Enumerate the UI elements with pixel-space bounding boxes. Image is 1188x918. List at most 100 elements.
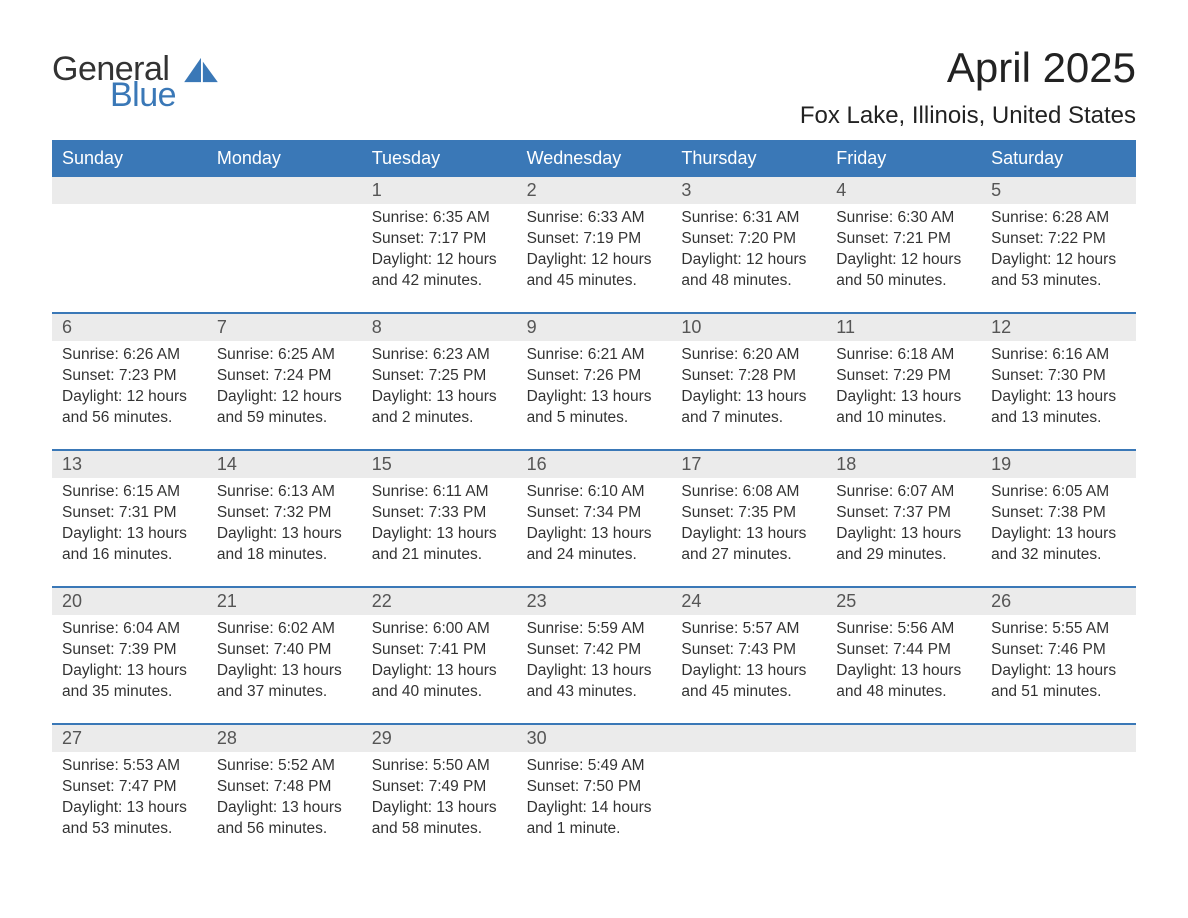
day-cell: Sunrise: 6:30 AMSunset: 7:21 PMDaylight:… bbox=[826, 204, 981, 312]
day-number-row: 13141516171819 bbox=[52, 451, 1136, 478]
day-cell: Sunrise: 6:05 AMSunset: 7:38 PMDaylight:… bbox=[981, 478, 1136, 586]
day-cell: Sunrise: 5:55 AMSunset: 7:46 PMDaylight:… bbox=[981, 615, 1136, 723]
day-cell: Sunrise: 5:50 AMSunset: 7:49 PMDaylight:… bbox=[362, 752, 517, 860]
day-sunset: Sunset: 7:34 PM bbox=[527, 503, 662, 524]
day-number: 13 bbox=[52, 451, 207, 478]
page-title: April 2025 bbox=[800, 44, 1136, 92]
day-d2: and 56 minutes. bbox=[217, 819, 352, 840]
day-sunset: Sunset: 7:49 PM bbox=[372, 777, 507, 798]
day-sunrise: Sunrise: 6:23 AM bbox=[372, 345, 507, 366]
day-sunset: Sunset: 7:22 PM bbox=[991, 229, 1126, 250]
day-cell: Sunrise: 5:57 AMSunset: 7:43 PMDaylight:… bbox=[671, 615, 826, 723]
day-d1: Daylight: 13 hours bbox=[372, 798, 507, 819]
day-d2: and 29 minutes. bbox=[836, 545, 971, 566]
day-sunset: Sunset: 7:33 PM bbox=[372, 503, 507, 524]
day-sunrise: Sunrise: 6:07 AM bbox=[836, 482, 971, 503]
day-number: 8 bbox=[362, 314, 517, 341]
day-cell: Sunrise: 5:56 AMSunset: 7:44 PMDaylight:… bbox=[826, 615, 981, 723]
day-d1: Daylight: 13 hours bbox=[372, 524, 507, 545]
day-sunset: Sunset: 7:43 PM bbox=[681, 640, 816, 661]
day-sunset: Sunset: 7:41 PM bbox=[372, 640, 507, 661]
day-cell: Sunrise: 6:25 AMSunset: 7:24 PMDaylight:… bbox=[207, 341, 362, 449]
page-header: General Blue April 2025 Fox Lake, Illino… bbox=[52, 44, 1136, 130]
day-cell: Sunrise: 6:10 AMSunset: 7:34 PMDaylight:… bbox=[517, 478, 672, 586]
logo-word-blue: Blue bbox=[110, 78, 176, 112]
day-sunset: Sunset: 7:23 PM bbox=[62, 366, 197, 387]
day-cell bbox=[826, 752, 981, 860]
day-content-row: Sunrise: 6:04 AMSunset: 7:39 PMDaylight:… bbox=[52, 615, 1136, 723]
day-d1: Daylight: 13 hours bbox=[217, 661, 352, 682]
day-d2: and 35 minutes. bbox=[62, 682, 197, 703]
day-content-row: Sunrise: 6:15 AMSunset: 7:31 PMDaylight:… bbox=[52, 478, 1136, 586]
day-cell: Sunrise: 6:33 AMSunset: 7:19 PMDaylight:… bbox=[517, 204, 672, 312]
weeks-container: 12345Sunrise: 6:35 AMSunset: 7:17 PMDayl… bbox=[52, 177, 1136, 860]
calendar-page: General Blue April 2025 Fox Lake, Illino… bbox=[0, 0, 1188, 904]
logo-text: General Blue bbox=[52, 52, 176, 112]
day-sunrise: Sunrise: 6:31 AM bbox=[681, 208, 816, 229]
day-d2: and 56 minutes. bbox=[62, 408, 197, 429]
day-number: 16 bbox=[517, 451, 672, 478]
day-number: 18 bbox=[826, 451, 981, 478]
day-sunset: Sunset: 7:46 PM bbox=[991, 640, 1126, 661]
day-number: 3 bbox=[671, 177, 826, 204]
day-sunset: Sunset: 7:26 PM bbox=[527, 366, 662, 387]
day-d1: Daylight: 13 hours bbox=[836, 661, 971, 682]
day-sunset: Sunset: 7:20 PM bbox=[681, 229, 816, 250]
day-number bbox=[207, 177, 362, 204]
day-number: 20 bbox=[52, 588, 207, 615]
day-number: 9 bbox=[517, 314, 672, 341]
day-sunset: Sunset: 7:24 PM bbox=[217, 366, 352, 387]
day-d1: Daylight: 13 hours bbox=[527, 387, 662, 408]
day-d2: and 48 minutes. bbox=[836, 682, 971, 703]
day-sunset: Sunset: 7:28 PM bbox=[681, 366, 816, 387]
day-cell: Sunrise: 6:08 AMSunset: 7:35 PMDaylight:… bbox=[671, 478, 826, 586]
day-number: 28 bbox=[207, 725, 362, 752]
day-d2: and 51 minutes. bbox=[991, 682, 1126, 703]
day-d1: Daylight: 13 hours bbox=[527, 524, 662, 545]
day-d2: and 16 minutes. bbox=[62, 545, 197, 566]
day-number: 10 bbox=[671, 314, 826, 341]
week: 6789101112Sunrise: 6:26 AMSunset: 7:23 P… bbox=[52, 312, 1136, 449]
day-d2: and 58 minutes. bbox=[372, 819, 507, 840]
day-sunset: Sunset: 7:21 PM bbox=[836, 229, 971, 250]
calendar-grid: SundayMondayTuesdayWednesdayThursdayFrid… bbox=[52, 140, 1136, 860]
day-sunrise: Sunrise: 5:57 AM bbox=[681, 619, 816, 640]
week: 20212223242526Sunrise: 6:04 AMSunset: 7:… bbox=[52, 586, 1136, 723]
day-sunrise: Sunrise: 6:18 AM bbox=[836, 345, 971, 366]
day-number: 27 bbox=[52, 725, 207, 752]
day-sunrise: Sunrise: 5:50 AM bbox=[372, 756, 507, 777]
day-sunset: Sunset: 7:25 PM bbox=[372, 366, 507, 387]
day-number: 29 bbox=[362, 725, 517, 752]
day-content-row: Sunrise: 6:26 AMSunset: 7:23 PMDaylight:… bbox=[52, 341, 1136, 449]
day-content-row: Sunrise: 5:53 AMSunset: 7:47 PMDaylight:… bbox=[52, 752, 1136, 860]
day-d1: Daylight: 12 hours bbox=[217, 387, 352, 408]
day-sunrise: Sunrise: 6:28 AM bbox=[991, 208, 1126, 229]
day-cell: Sunrise: 6:04 AMSunset: 7:39 PMDaylight:… bbox=[52, 615, 207, 723]
day-sunrise: Sunrise: 6:11 AM bbox=[372, 482, 507, 503]
day-d1: Daylight: 13 hours bbox=[836, 524, 971, 545]
day-d1: Daylight: 13 hours bbox=[991, 661, 1126, 682]
day-d1: Daylight: 13 hours bbox=[681, 524, 816, 545]
day-cell: Sunrise: 6:02 AMSunset: 7:40 PMDaylight:… bbox=[207, 615, 362, 723]
day-cell bbox=[207, 204, 362, 312]
day-sunrise: Sunrise: 6:00 AM bbox=[372, 619, 507, 640]
day-d2: and 21 minutes. bbox=[372, 545, 507, 566]
day-d1: Daylight: 13 hours bbox=[62, 524, 197, 545]
day-sunrise: Sunrise: 6:30 AM bbox=[836, 208, 971, 229]
day-cell: Sunrise: 6:00 AMSunset: 7:41 PMDaylight:… bbox=[362, 615, 517, 723]
day-sunset: Sunset: 7:30 PM bbox=[991, 366, 1126, 387]
day-d1: Daylight: 13 hours bbox=[217, 798, 352, 819]
day-number-row: 27282930 bbox=[52, 725, 1136, 752]
day-sunset: Sunset: 7:19 PM bbox=[527, 229, 662, 250]
location-label: Fox Lake, Illinois, United States bbox=[800, 102, 1136, 130]
day-sunset: Sunset: 7:37 PM bbox=[836, 503, 971, 524]
day-sunrise: Sunrise: 6:25 AM bbox=[217, 345, 352, 366]
day-of-week-label: Thursday bbox=[671, 140, 826, 177]
day-d2: and 37 minutes. bbox=[217, 682, 352, 703]
day-number: 24 bbox=[671, 588, 826, 615]
day-cell: Sunrise: 6:28 AMSunset: 7:22 PMDaylight:… bbox=[981, 204, 1136, 312]
day-d2: and 48 minutes. bbox=[681, 271, 816, 292]
sail-icon bbox=[182, 56, 220, 84]
day-d1: Daylight: 13 hours bbox=[217, 524, 352, 545]
day-d2: and 2 minutes. bbox=[372, 408, 507, 429]
